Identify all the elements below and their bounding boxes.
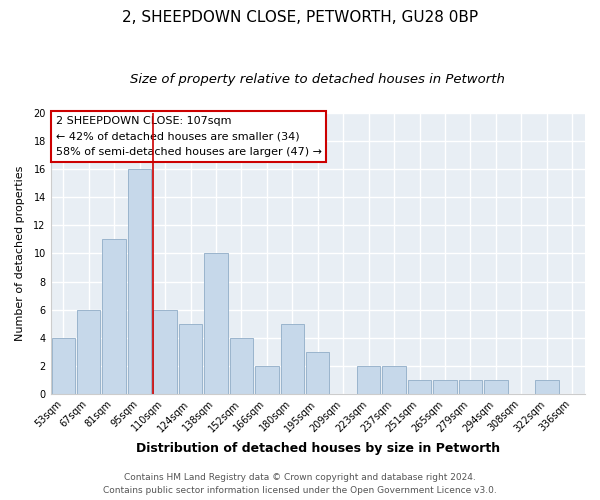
Text: Contains HM Land Registry data © Crown copyright and database right 2024.
Contai: Contains HM Land Registry data © Crown c… xyxy=(103,473,497,495)
Bar xyxy=(128,169,151,394)
Bar xyxy=(154,310,177,394)
Bar xyxy=(433,380,457,394)
Bar xyxy=(255,366,278,394)
Bar xyxy=(408,380,431,394)
Bar xyxy=(77,310,100,394)
Bar xyxy=(459,380,482,394)
Bar xyxy=(204,254,227,394)
X-axis label: Distribution of detached houses by size in Petworth: Distribution of detached houses by size … xyxy=(136,442,500,455)
Bar xyxy=(281,324,304,394)
Text: 2 SHEEPDOWN CLOSE: 107sqm
← 42% of detached houses are smaller (34)
58% of semi-: 2 SHEEPDOWN CLOSE: 107sqm ← 42% of detac… xyxy=(56,116,322,157)
Bar xyxy=(535,380,559,394)
Bar xyxy=(103,240,126,394)
Bar xyxy=(382,366,406,394)
Title: Size of property relative to detached houses in Petworth: Size of property relative to detached ho… xyxy=(130,72,505,86)
Bar xyxy=(230,338,253,394)
Bar xyxy=(179,324,202,394)
Bar xyxy=(357,366,380,394)
Bar xyxy=(484,380,508,394)
Bar xyxy=(306,352,329,394)
Y-axis label: Number of detached properties: Number of detached properties xyxy=(15,166,25,341)
Text: 2, SHEEPDOWN CLOSE, PETWORTH, GU28 0BP: 2, SHEEPDOWN CLOSE, PETWORTH, GU28 0BP xyxy=(122,10,478,25)
Bar xyxy=(52,338,75,394)
